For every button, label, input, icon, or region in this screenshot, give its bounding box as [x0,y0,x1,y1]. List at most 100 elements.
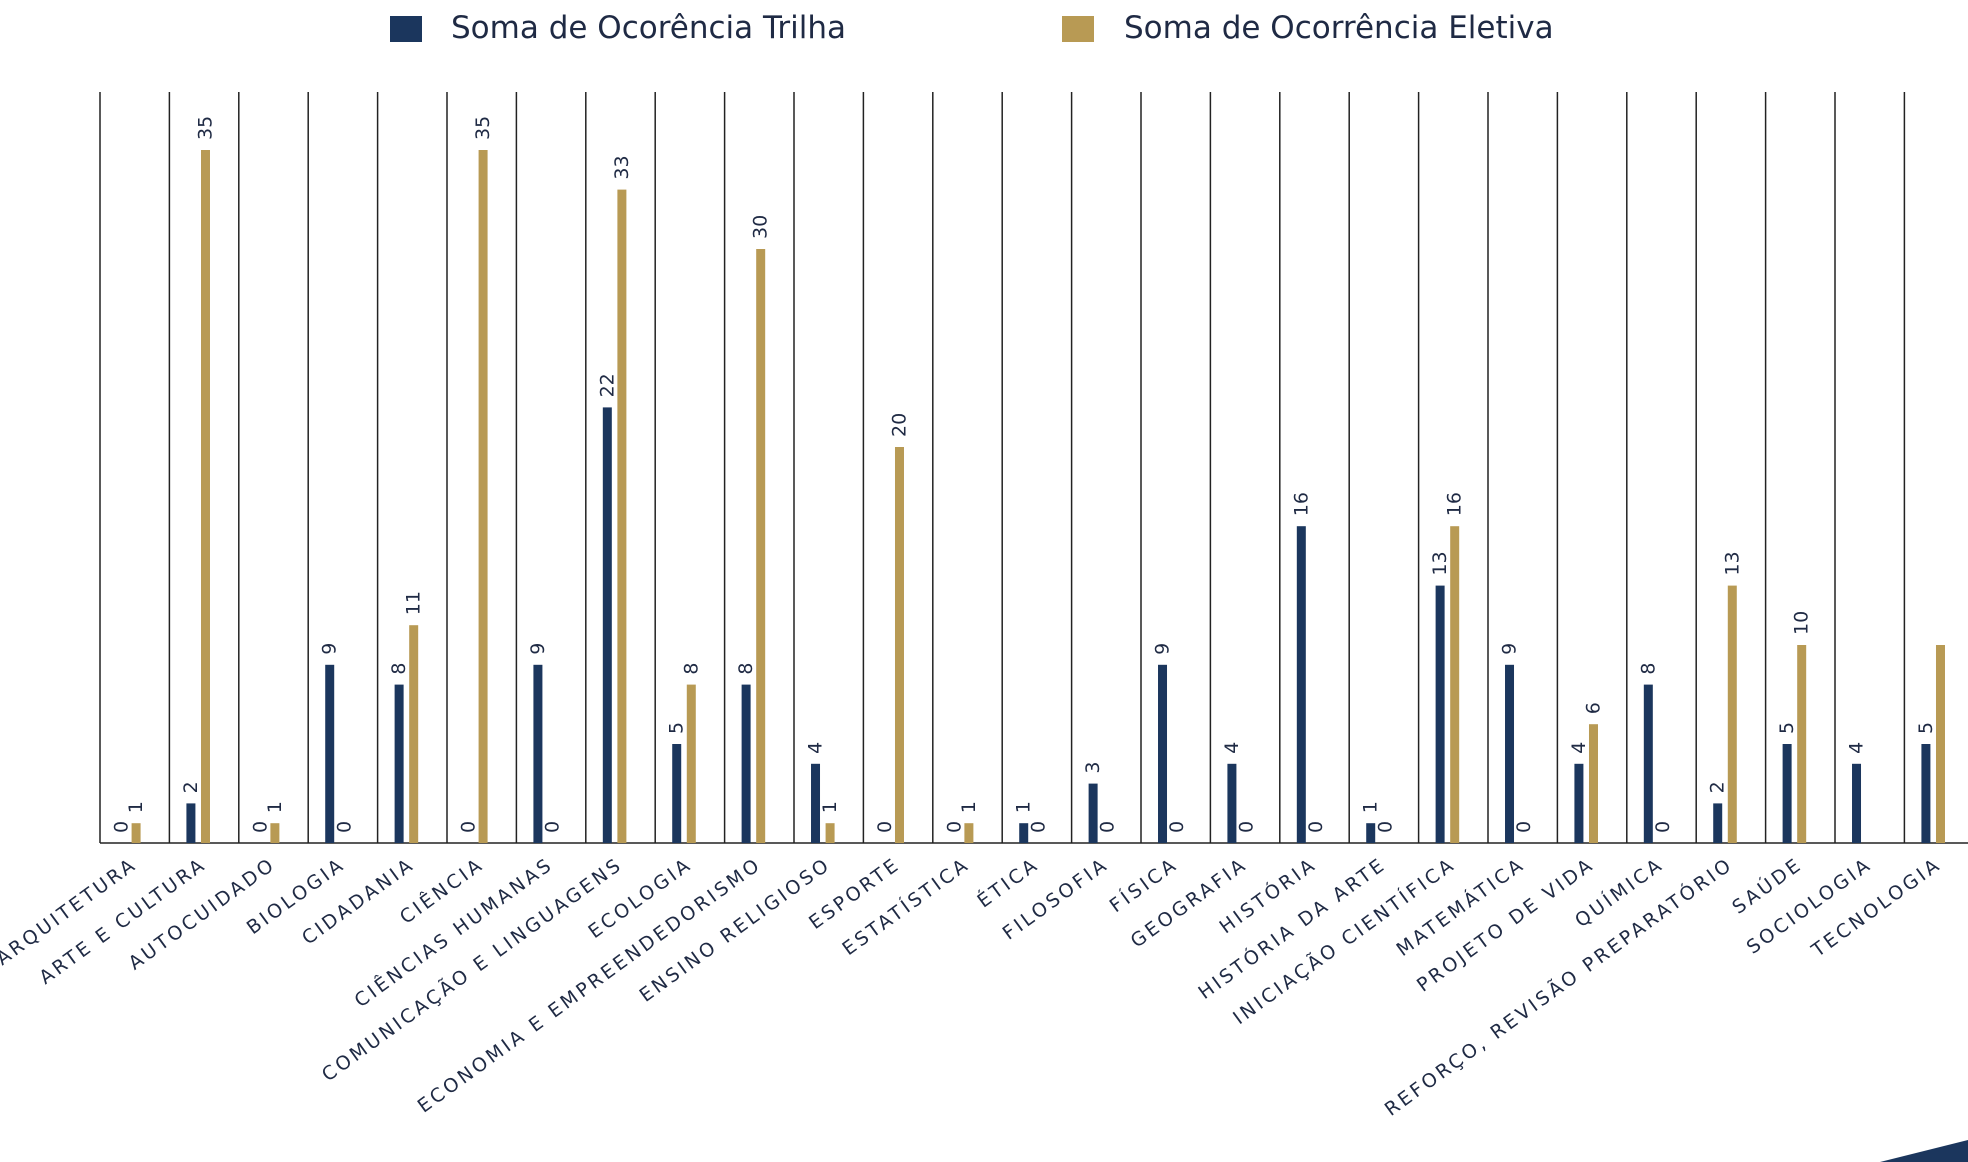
data-label-eletiva: 0 [1097,821,1119,833]
bar-trilha [394,684,404,843]
data-label-eletiva: 16 [1444,492,1466,516]
data-label-trilha: 5 [666,722,688,734]
bar-trilha [741,684,751,843]
bar-eletiva [131,823,141,843]
bar-trilha [1227,763,1237,843]
bar-eletiva [478,150,488,843]
bar-eletiva [270,823,280,843]
data-label-trilha: 0 [111,821,133,833]
data-label-eletiva: 8 [680,663,702,675]
legend-swatch-eletiva [1062,16,1094,42]
bar-eletiva [1935,645,1945,843]
data-label-eletiva: 6 [1582,702,1604,714]
data-label-eletiva: 0 [1235,821,1257,833]
data-label-trilha: 9 [1499,643,1521,655]
data-label-trilha: 4 [1221,742,1243,754]
data-label-trilha: 8 [735,663,757,675]
bar-trilha [1366,823,1376,843]
bar-trilha [1296,526,1306,843]
data-label-trilha: 8 [388,663,410,675]
data-label-eletiva: 35 [472,116,494,140]
data-label-trilha: 0 [943,821,965,833]
bar-trilha [1852,763,1862,843]
bar-eletiva [617,189,627,844]
data-label-eletiva: 10 [1791,611,1813,635]
bar-trilha [325,664,335,843]
data-label-eletiva: 33 [611,155,633,179]
data-label-eletiva: 13 [1721,551,1743,575]
bar-trilha [1435,585,1445,843]
category-label: GEOGRAFIA [1127,853,1252,952]
data-label-eletiva: 11 [403,591,425,615]
bar-eletiva [1588,724,1598,843]
legend-label-eletiva: Soma de Ocorrência Eletiva [1124,10,1554,46]
data-label-trilha: 0 [249,821,271,833]
bar-eletiva [964,823,974,843]
data-label-eletiva: 0 [333,821,355,833]
data-label-trilha: 9 [527,643,549,655]
legend-swatch-trilha [390,16,422,42]
bar-trilha [533,664,543,843]
bar-eletiva [756,249,766,843]
bar-eletiva [1450,526,1460,843]
bar-trilha [1088,783,1098,843]
data-label-eletiva: 30 [750,215,772,239]
data-label-trilha: 9 [319,643,341,655]
data-label-trilha: 8 [1637,663,1659,675]
bar-trilha [1158,664,1168,843]
category-label: TECNOLOGIA [1807,853,1946,962]
data-label-trilha: 0 [874,821,896,833]
data-label-eletiva: 0 [1513,821,1535,833]
category-label: ESTATÍSTICA [838,852,974,960]
bar-trilha [1574,763,1584,843]
data-label-eletiva: 0 [1652,821,1674,833]
data-label-eletiva: 0 [1166,821,1188,833]
data-label-trilha: 22 [596,373,618,397]
bar-trilha [1782,744,1792,843]
data-label-trilha: 4 [1846,742,1868,754]
bar-eletiva [409,625,419,843]
data-label-eletiva: 1 [125,801,147,813]
data-label-trilha: 4 [1568,742,1590,754]
data-label-eletiva: 20 [888,413,910,437]
data-label-trilha: 1 [1360,801,1382,813]
bar-eletiva [1727,585,1737,843]
data-label-eletiva: 1 [264,801,286,813]
data-label-trilha: 9 [1152,643,1174,655]
legend: Soma de Ocorência Trilha Soma de Ocorrên… [390,10,1554,46]
data-label-trilha: 0 [458,821,480,833]
bar-eletiva [1797,645,1807,843]
bar-trilha [1505,664,1515,843]
data-label-trilha: 16 [1290,492,1312,516]
bar-eletiva [825,823,835,843]
bar-eletiva [686,684,696,843]
bar-trilha [1643,684,1653,843]
legend-label-trilha: Soma de Ocorência Trilha [451,10,846,46]
data-label-trilha: 4 [805,742,827,754]
bar-eletiva [200,150,210,843]
data-label-trilha: 5 [1915,722,1937,734]
bar-trilha [672,744,682,843]
corner-decoration [1880,1140,1968,1162]
data-label-eletiva: 0 [541,821,563,833]
data-label-trilha: 3 [1082,762,1104,774]
data-label-trilha: 2 [180,781,202,793]
bar-trilha [1921,744,1931,843]
bar-trilha [1713,803,1723,843]
bar-trilha [811,763,821,843]
data-label-trilha: 5 [1776,722,1798,734]
bar-trilha [602,407,612,843]
bar-trilha [186,803,196,843]
data-label-trilha: 2 [1707,781,1729,793]
data-label-trilha: 13 [1429,551,1451,575]
data-label-eletiva: 0 [1305,821,1327,833]
data-label-eletiva: 35 [194,116,216,140]
bar-trilha [1019,823,1029,843]
data-label-trilha: 1 [1013,801,1035,813]
data-label-eletiva: 0 [1374,821,1396,833]
data-label-eletiva: 1 [819,801,841,813]
bar-eletiva [894,447,904,843]
data-label-eletiva: 0 [1027,821,1049,833]
